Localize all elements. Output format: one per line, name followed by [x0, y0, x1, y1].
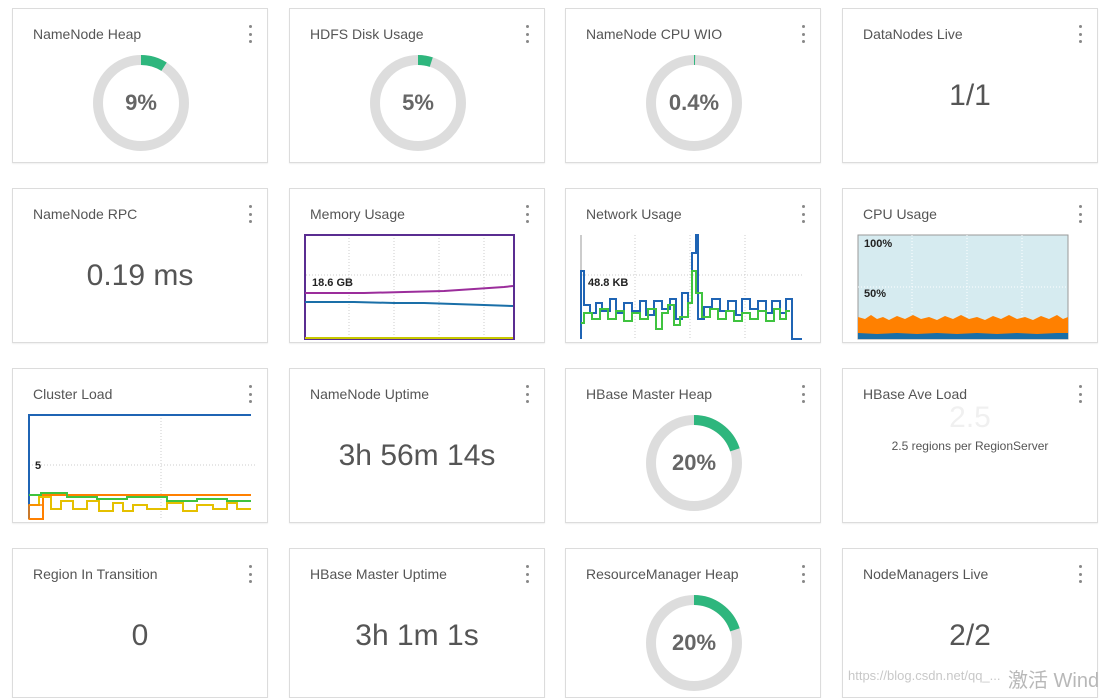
donut-fill — [646, 595, 742, 691]
widget-nodemanagers-live[interactable]: NodeManagers Live 2/2 — [842, 548, 1098, 698]
widget-namenode-rpc[interactable]: NameNode RPC 0.19 ms — [12, 188, 268, 343]
donut-svg — [646, 415, 742, 511]
widget-namenode-uptime[interactable]: NameNode Uptime 3h 56m 14s — [289, 368, 545, 523]
more-menu-icon[interactable] — [247, 565, 253, 583]
cpu-usage-chart: 100% 50% — [857, 233, 1087, 341]
more-menu-icon[interactable] — [1077, 385, 1083, 403]
more-menu-icon[interactable] — [1077, 565, 1083, 583]
donut-chart: 5% — [368, 53, 468, 153]
network-axis-label: 48.8 KB — [588, 277, 628, 289]
donut-value: 20% — [671, 630, 717, 655]
widget-title: HBase Master Heap — [586, 386, 713, 402]
donut-svg — [646, 595, 742, 691]
widget-title: DataNodes Live — [863, 26, 963, 42]
widget-cluster-load[interactable]: Cluster Load 5 — [12, 368, 268, 523]
donut-chart: 20% — [644, 593, 744, 693]
donut-svg — [370, 55, 466, 151]
donut-chart: 9% — [91, 53, 191, 153]
donut-svg — [646, 55, 742, 151]
memory-usage-chart: 18.6 GB — [304, 233, 534, 341]
widget-title: Cluster Load — [33, 386, 113, 402]
widget-hbase-ave-load[interactable]: HBase Ave Load 2.5 2.5 regions per Regio… — [842, 368, 1098, 523]
cpu-user-area — [858, 315, 1068, 339]
widget-title: ResourceManager Heap — [586, 566, 739, 582]
metric-value: 0 — [131, 619, 149, 652]
more-menu-icon[interactable] — [524, 205, 530, 223]
cluster-load-nodes-line — [29, 496, 251, 512]
network-usage-chart: 48.8 KB — [580, 233, 810, 341]
widget-title: NameNode Heap — [33, 26, 142, 42]
network-out-line — [581, 270, 790, 330]
widget-namenode-heap[interactable]: NameNode Heap 9% — [12, 8, 268, 163]
donut-fill — [93, 55, 189, 151]
metric-value: 0.19 ms — [86, 259, 194, 292]
widget-title: NameNode Uptime — [310, 386, 430, 402]
memory-axis-label: 18.6 GB — [312, 277, 353, 289]
more-menu-icon[interactable] — [800, 25, 806, 43]
donut-fill — [646, 55, 742, 151]
donut-value: 0.4% — [668, 90, 720, 115]
donut-value: 20% — [671, 450, 717, 475]
donut-svg — [93, 55, 189, 151]
more-menu-icon[interactable] — [800, 565, 806, 583]
widget-cpu-usage[interactable]: CPU Usage 100% 50% — [842, 188, 1098, 343]
widget-region-in-transition[interactable]: Region In Transition 0 — [12, 548, 268, 698]
widget-title: Network Usage — [586, 206, 682, 222]
widget-memory-usage[interactable]: Memory Usage 18.6 GB — [289, 188, 545, 343]
more-menu-icon[interactable] — [800, 385, 806, 403]
metric-subtext: 2.5 regions per RegionServer — [891, 439, 1049, 453]
widget-hdfs-disk-usage[interactable]: HDFS Disk Usage 5% — [289, 8, 545, 163]
more-menu-icon[interactable] — [800, 205, 806, 223]
widget-title: HDFS Disk Usage — [310, 26, 424, 42]
windows-activation-watermark: 激活 Wind — [1008, 670, 1100, 692]
widget-title: NameNode CPU WIO — [586, 26, 723, 42]
donut-chart: 20% — [644, 413, 744, 513]
widget-title: Memory Usage — [310, 206, 405, 222]
widget-network-usage[interactable]: Network Usage 48.8 KB — [565, 188, 821, 343]
memory-cached-line — [305, 285, 514, 294]
widget-hbase-master-uptime[interactable]: HBase Master Uptime 3h 1m 1s — [289, 548, 545, 698]
widget-namenode-cpu-wio[interactable]: NameNode CPU WIO 0.4% — [565, 8, 821, 163]
metric-value: 3h 56m 14s — [338, 439, 496, 472]
donut-fill — [370, 55, 466, 151]
widget-title: CPU Usage — [863, 206, 937, 222]
donut-value: 5% — [402, 90, 434, 115]
more-menu-icon[interactable] — [247, 205, 253, 223]
donut-fill — [646, 415, 742, 511]
metric-value: 1/1 — [949, 79, 991, 112]
widget-title: HBase Ave Load — [863, 386, 968, 402]
more-menu-icon[interactable] — [247, 385, 253, 403]
cluster-load-axis-label: 5 — [35, 460, 41, 472]
widget-title: NameNode RPC — [33, 206, 138, 222]
metric-value: 3h 1m 1s — [355, 619, 479, 652]
memory-used-line — [305, 301, 514, 307]
more-menu-icon[interactable] — [524, 385, 530, 403]
more-menu-icon[interactable] — [1077, 25, 1083, 43]
widget-datanodes-live[interactable]: DataNodes Live 1/1 — [842, 8, 1098, 163]
more-menu-icon[interactable] — [1077, 205, 1083, 223]
more-menu-icon[interactable] — [247, 25, 253, 43]
more-menu-icon[interactable] — [524, 25, 530, 43]
widget-title: Region In Transition — [33, 566, 158, 582]
cpu-axis-label-top: 100% — [864, 238, 892, 250]
cluster-load-procs-line — [28, 414, 251, 519]
cluster-load-chart: 5 — [27, 413, 257, 521]
cpu-axis-label-mid: 50% — [864, 288, 886, 300]
donut-value: 9% — [125, 90, 157, 115]
metric-value: 2/2 — [949, 619, 991, 652]
csdn-watermark: https://blog.csdn.net/qq_... — [848, 668, 1001, 683]
widget-hbase-master-heap[interactable]: HBase Master Heap 20% — [565, 368, 821, 523]
metric-value-faded: 2.5 — [949, 401, 991, 434]
cluster-load-1min-line — [29, 492, 251, 502]
widget-title: HBase Master Uptime — [310, 566, 447, 582]
cpu-system-area — [858, 333, 1068, 339]
donut-chart: 0.4% — [644, 53, 744, 153]
widget-title: NodeManagers Live — [863, 566, 989, 582]
widget-resourcemanager-heap[interactable]: ResourceManager Heap 20% — [565, 548, 821, 698]
more-menu-icon[interactable] — [524, 565, 530, 583]
